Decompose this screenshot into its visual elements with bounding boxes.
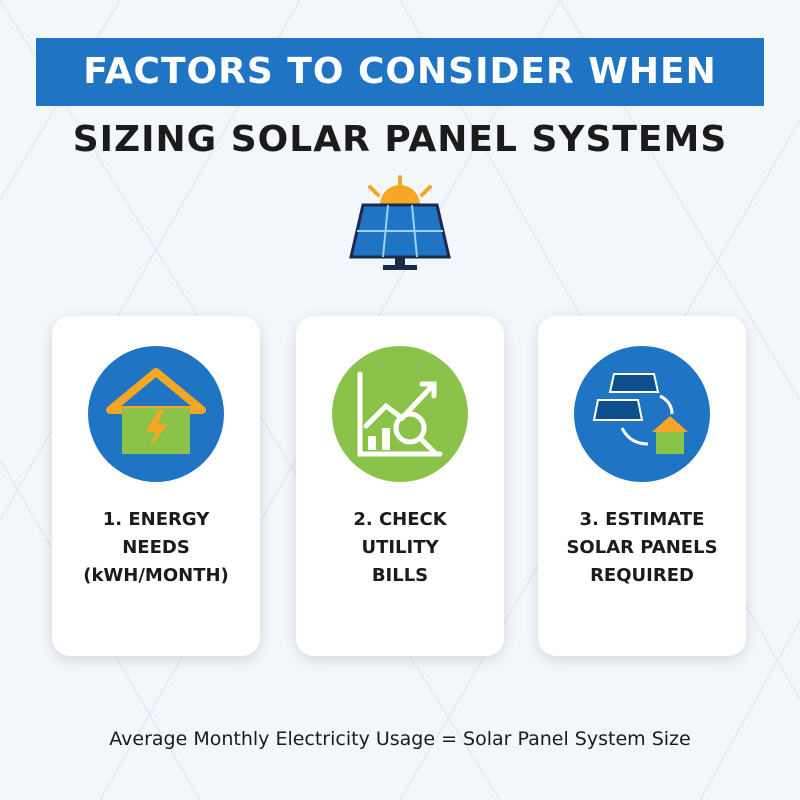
label-line: SOLAR PANELS — [566, 537, 718, 558]
solar-panel-icon — [349, 175, 451, 270]
label-line: BILLS — [371, 565, 429, 586]
card-label: 2. CHECK UTILITY BILLS — [296, 506, 504, 590]
title-line: SIZING SOLAR PANEL SYSTEMS — [72, 119, 728, 160]
card: 3. ESTIMATE SOLAR PANELS REQUIRED — [538, 316, 746, 656]
house-icon — [88, 346, 224, 482]
label-line: 2. CHECK — [353, 509, 447, 530]
card: 1. ENERGY NEEDS (kWH/MONTH) — [52, 316, 260, 656]
label-line: 1. ENERGY — [102, 509, 210, 530]
label-line: UTILITY — [361, 537, 439, 558]
title-banner: FACTORS TO CONSIDER WHEN — [36, 38, 764, 106]
label-line: 3. ESTIMATE — [579, 509, 705, 530]
card-label: 3. ESTIMATE SOLAR PANELS REQUIRED — [538, 506, 746, 590]
card: 2. CHECK UTILITY BILLS — [296, 316, 504, 656]
estimate-icon — [574, 346, 710, 482]
card-label: 1. ENERGY NEEDS (kWH/MONTH) — [52, 506, 260, 590]
label-line: NEEDS — [122, 537, 190, 558]
label-line: (kWH/MONTH) — [83, 565, 229, 586]
bills-icon — [332, 346, 468, 482]
footer-text: Average Monthly Electricity Usage = Sola… — [109, 728, 691, 750]
label-line: REQUIRED — [590, 565, 694, 586]
